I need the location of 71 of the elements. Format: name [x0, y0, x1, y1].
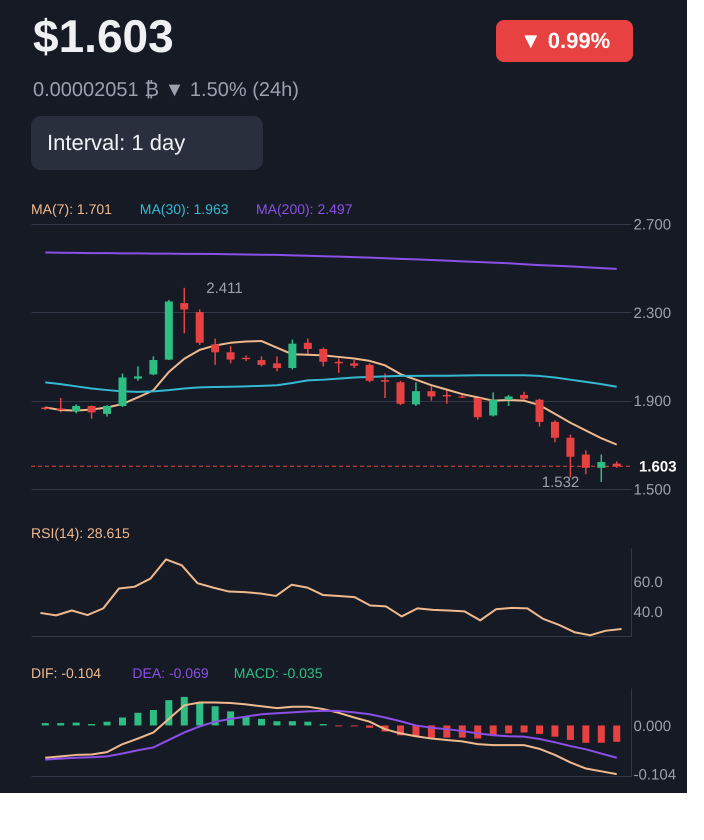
- bar: [72, 722, 80, 726]
- bar: [598, 725, 605, 743]
- text: Interval: 1 day: [47, 130, 186, 155]
- candlestick: [149, 356, 158, 376]
- annotation: 2.411: [206, 280, 243, 297]
- candlestick: [56, 397, 65, 414]
- chart-title: $1.603: [33, 10, 174, 62]
- bar: [150, 710, 157, 726]
- text: RSI(14): 28.615: [31, 525, 130, 541]
- candlestick: [257, 356, 266, 368]
- y-tick-label: 60.0: [634, 574, 663, 591]
- text: MACD: -0.035: [234, 665, 323, 681]
- candlestick: [412, 382, 420, 407]
- candlestick: [180, 287, 188, 334]
- bar: [520, 725, 528, 732]
- y-tick-label: 0.000: [634, 718, 672, 735]
- candlestick: [103, 404, 112, 418]
- bar: [118, 717, 126, 726]
- candlestick: [304, 338, 312, 355]
- text: DEA: -0.069: [132, 665, 209, 681]
- candlestick: [504, 394, 513, 407]
- bar: [273, 721, 280, 726]
- candlestick: [88, 404, 96, 420]
- candlestick: [319, 346, 328, 368]
- line-series: [39, 558, 623, 636]
- bar: [536, 725, 544, 734]
- line-series: [44, 251, 618, 270]
- candlestick: [536, 398, 544, 428]
- bar: [288, 721, 296, 726]
- candlestick: [427, 385, 436, 402]
- candlestick: [381, 372, 390, 399]
- bar: [551, 725, 558, 737]
- candlestick: [597, 454, 606, 483]
- y-tick-label: 1.500: [634, 482, 672, 498]
- text: MA(30): 1.963: [140, 201, 229, 217]
- chart-subtitle: 0.00002051 ₿ ▼ 1.50% (24h): [33, 79, 299, 101]
- candlestick: [396, 380, 405, 406]
- text: DIF: -0.104: [31, 665, 102, 681]
- annotation: 1.532: [542, 474, 580, 491]
- bar: [566, 725, 574, 740]
- candlestick: [334, 358, 343, 374]
- y-tick-label: 2.300: [634, 304, 672, 322]
- bar: [304, 722, 312, 726]
- y-tick-label: 2.700: [634, 216, 672, 234]
- bar: [134, 712, 142, 726]
- bar: [505, 725, 512, 734]
- line-series: [44, 710, 618, 761]
- bar: [196, 702, 204, 726]
- bar: [582, 725, 590, 743]
- candlestick: [489, 392, 498, 418]
- bar: [180, 696, 188, 726]
- candlestick: [226, 345, 235, 364]
- text: MA(200): 2.497: [256, 201, 353, 217]
- bar: [366, 725, 374, 728]
- candlestick: [272, 356, 281, 372]
- bar: [104, 722, 111, 726]
- bar: [258, 718, 265, 726]
- y-tick-label: 40.0: [634, 604, 663, 622]
- text: MA(7): 1.701: [31, 201, 112, 217]
- y-tick-label: -0.104: [634, 766, 676, 784]
- candlestick: [211, 338, 220, 366]
- ref-line-label: 1.603: [639, 458, 677, 476]
- candlestick: [366, 362, 374, 384]
- line-series: [44, 702, 618, 776]
- candlestick: [134, 366, 142, 382]
- line-series: [44, 340, 618, 446]
- bar: [613, 725, 620, 742]
- candlestick: [442, 388, 451, 405]
- text: ▼ 0.99%: [520, 28, 610, 53]
- candlestick: [550, 420, 559, 444]
- y-tick-label: 1.900: [634, 393, 672, 410]
